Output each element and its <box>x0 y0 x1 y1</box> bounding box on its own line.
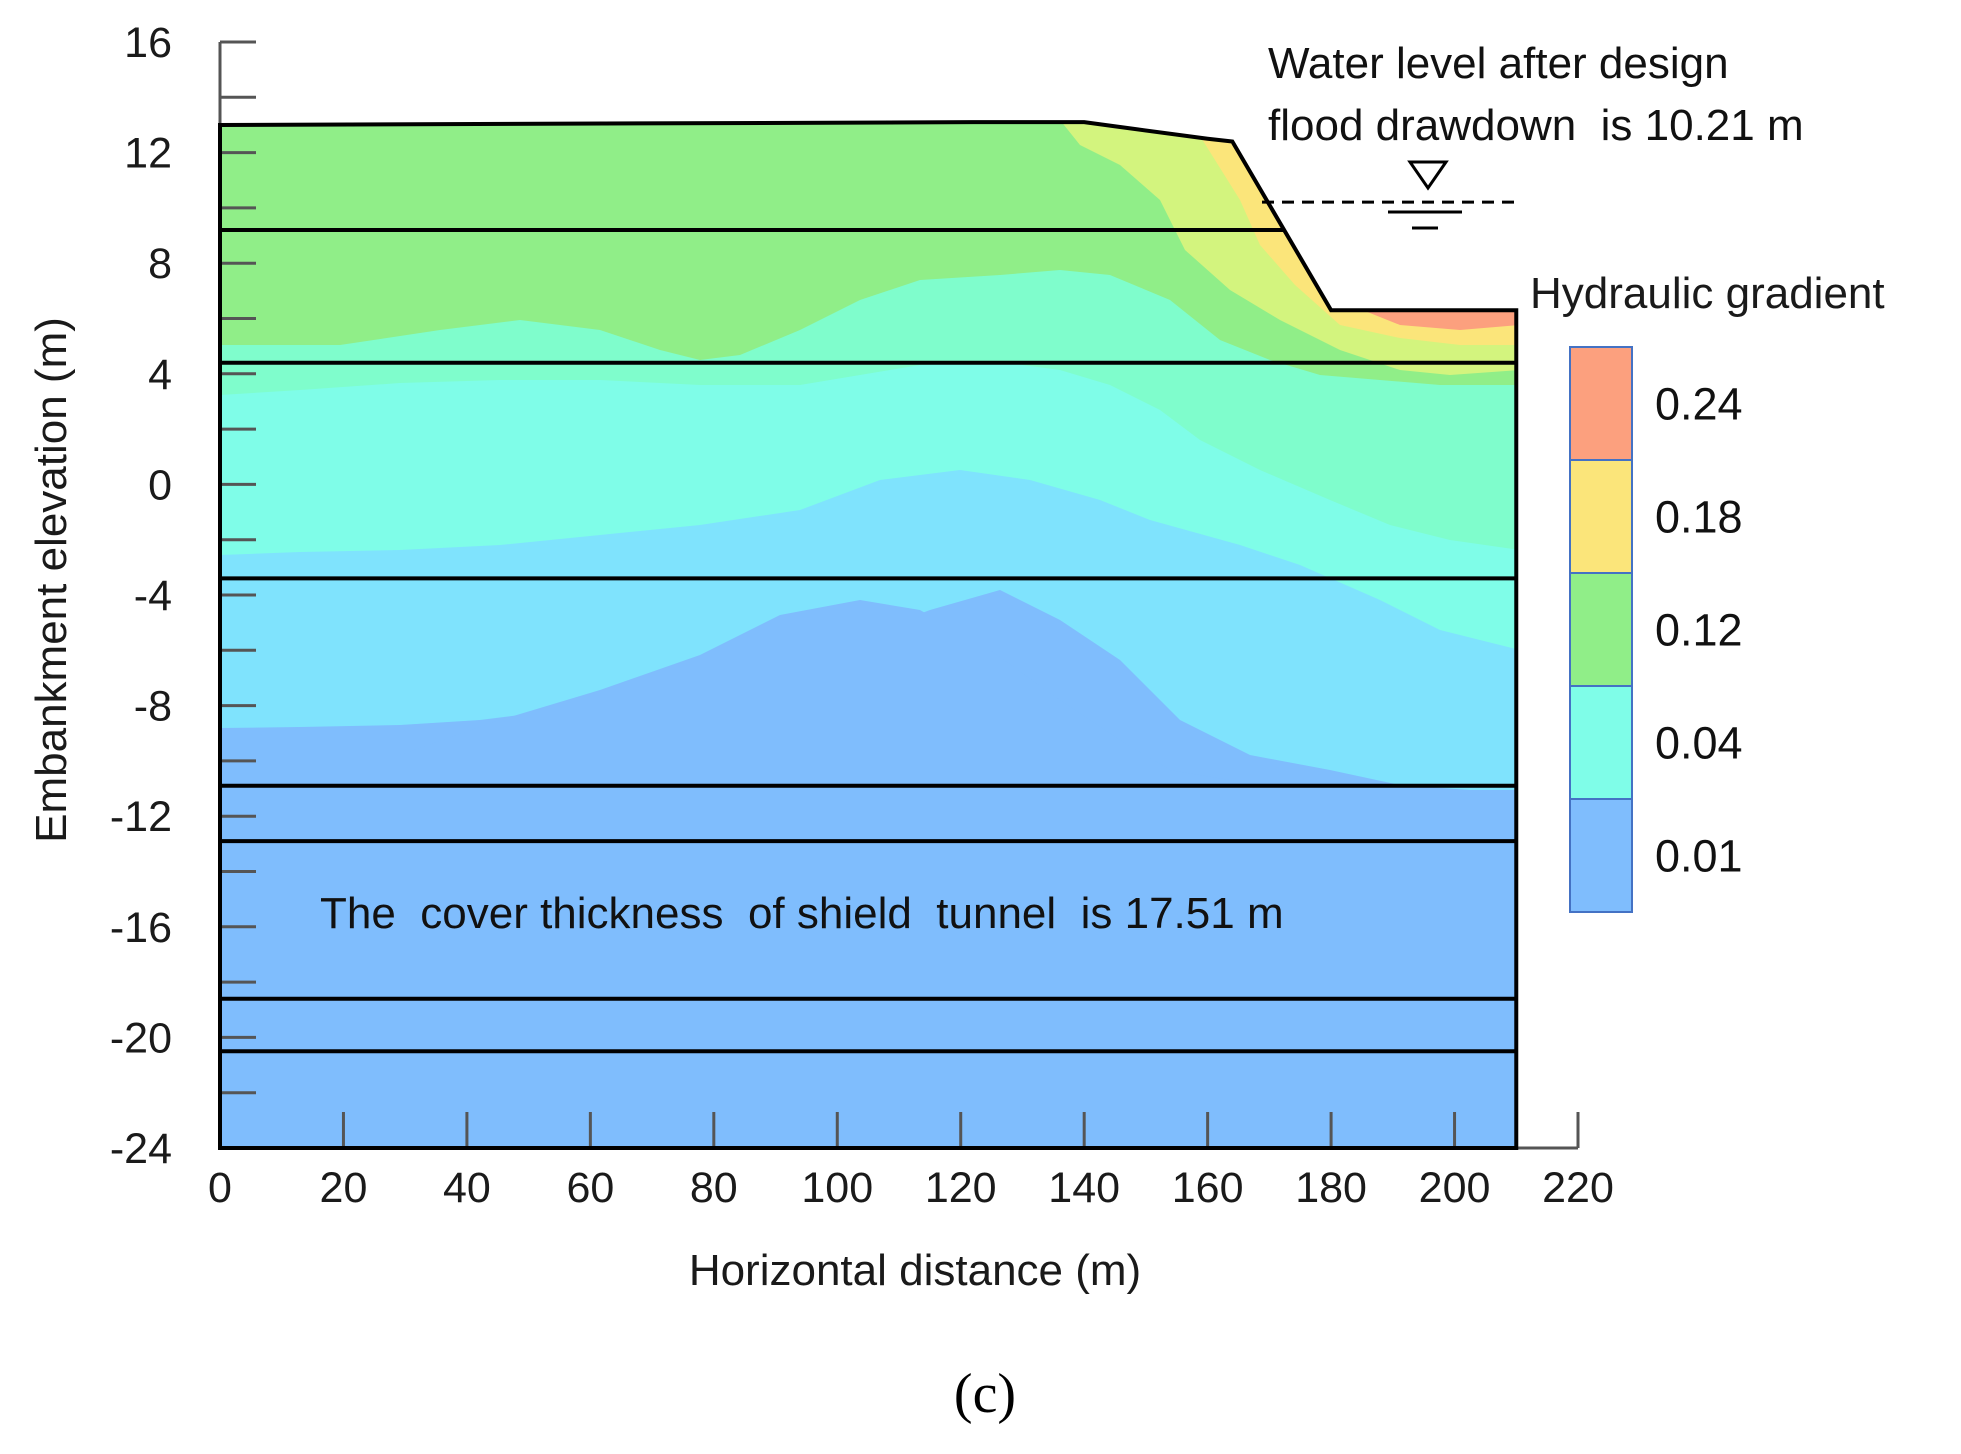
x-tick-label: 20 <box>320 1164 368 1212</box>
legend-label: 0.12 <box>1655 605 1743 656</box>
x-tick-label: 60 <box>566 1164 614 1212</box>
y-tick-label: 4 <box>148 351 172 399</box>
y-tick-label: -12 <box>110 793 172 841</box>
legend-swatch <box>1569 798 1633 913</box>
contour-zone-0.01-inner <box>400 600 1517 1148</box>
y-tick-label: 16 <box>124 19 172 67</box>
x-tick-label: 40 <box>443 1164 491 1212</box>
y-axis-title: Embankment elevation (m) <box>27 317 76 843</box>
x-tick-label: 120 <box>925 1164 997 1212</box>
x-tick-label: 200 <box>1419 1164 1491 1212</box>
x-tick-label: 80 <box>690 1164 738 1212</box>
x-tick-label: 0 <box>208 1164 232 1212</box>
legend-title: Hydraulic gradient <box>1530 269 1885 318</box>
y-tick-label: -16 <box>110 904 172 952</box>
x-tick-label: 160 <box>1172 1164 1244 1212</box>
water-level-marker <box>1262 160 1515 230</box>
x-axis-title: Horizontal distance (m) <box>689 1246 1141 1295</box>
water-level-label-line2: flood drawdown is 10.21 m <box>1268 101 1804 150</box>
y-tick-label: -20 <box>110 1014 172 1062</box>
legend: 0.24 0.18 0.12 0.04 0.01 <box>1569 346 1743 913</box>
cover-thickness-annotation: The cover thickness of shield tunnel is … <box>320 889 1284 938</box>
y-tick-label: -24 <box>110 1125 172 1173</box>
x-tick-label: 100 <box>801 1164 873 1212</box>
legend-label: 0.24 <box>1655 379 1743 430</box>
y-ticks: 16 12 8 4 0 -4 -8 -12 -16 -20 -24 <box>110 19 256 1173</box>
legend-label: 0.04 <box>1655 718 1743 769</box>
y-tick-label: 8 <box>148 240 172 288</box>
x-tick-label: 140 <box>1048 1164 1120 1212</box>
y-tick-label: 12 <box>124 130 172 178</box>
y-tick-label: 0 <box>148 461 172 509</box>
legend-swatch <box>1569 685 1633 800</box>
x-tick-label: 180 <box>1295 1164 1367 1212</box>
x-tick-label: 220 <box>1542 1164 1614 1212</box>
water-level-label-line1: Water level after design <box>1268 39 1729 88</box>
x-ticks: 0 20 40 60 80 100 120 140 160 180 200 220 <box>208 1112 1614 1212</box>
legend-label: 0.01 <box>1655 831 1743 882</box>
y-tick-label: -8 <box>134 683 172 731</box>
y-tick-label: -4 <box>134 572 172 620</box>
figure-caption: (c) <box>954 1363 1016 1425</box>
water-level-triangle-icon <box>1407 160 1449 191</box>
embankment-profile <box>218 120 1519 1150</box>
contour-fill <box>220 122 1517 1148</box>
legend-swatch <box>1569 346 1633 461</box>
legend-swatch <box>1569 572 1633 687</box>
legend-swatch <box>1569 459 1633 574</box>
layer-lines <box>220 228 1517 1054</box>
legend-label: 0.18 <box>1655 492 1743 543</box>
